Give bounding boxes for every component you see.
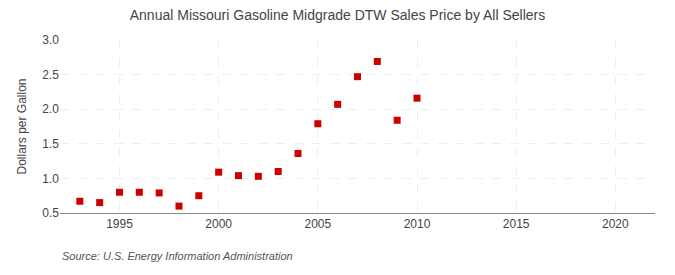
svg-text:2020: 2020 — [602, 217, 629, 231]
svg-text:1995: 1995 — [106, 217, 133, 231]
svg-text:3.0: 3.0 — [42, 33, 59, 47]
svg-text:2015: 2015 — [503, 217, 530, 231]
svg-text:Annual Missouri Gasoline Midgr: Annual Missouri Gasoline Midgrade DTW Sa… — [130, 7, 546, 23]
svg-text:Dollars per Gallon: Dollars per Gallon — [15, 78, 29, 174]
svg-text:2.0: 2.0 — [42, 102, 59, 116]
svg-text:1.0: 1.0 — [42, 172, 59, 186]
svg-text:0.5: 0.5 — [42, 206, 59, 220]
svg-text:Source: U.S. Energy Informatio: Source: U.S. Energy Information Administ… — [62, 250, 293, 262]
svg-text:2.5: 2.5 — [42, 68, 59, 82]
svg-text:2010: 2010 — [404, 217, 431, 231]
svg-text:1.5: 1.5 — [42, 137, 59, 151]
svg-text:2005: 2005 — [304, 217, 331, 231]
svg-text:2000: 2000 — [205, 217, 232, 231]
